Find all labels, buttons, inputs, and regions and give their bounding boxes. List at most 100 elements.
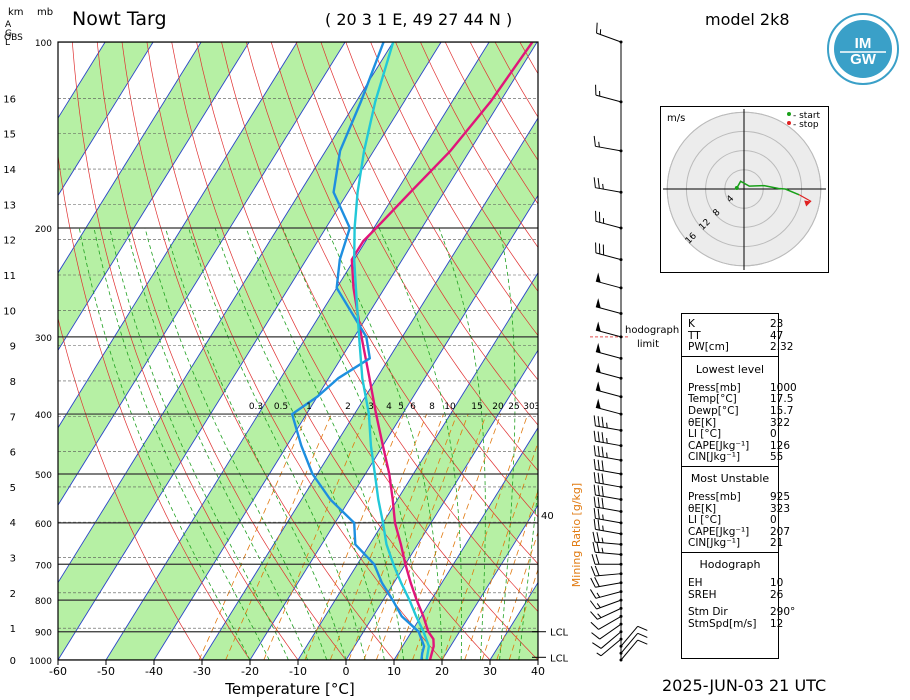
index-row: CAPE[Jkg⁻¹] 207 [688,526,790,538]
dry-adiabat [345,42,538,381]
height-tick-label: 10 [3,306,16,317]
moist-adiabat [378,227,462,660]
index-value: 47 [770,329,784,342]
index-label: Temp[°C] [688,393,737,406]
height-tick-label: 5 [10,483,16,494]
index-row: θE[K] 323 [688,503,790,515]
wind-barb [593,518,623,536]
mixing-ratio-line [412,413,502,660]
dry-adiabat [96,42,347,660]
isotherm-line [58,42,442,660]
index-label: Press[mb] [688,491,741,503]
index-row: TT 47 [688,330,783,342]
index-row: LI [°C] 0 [688,514,777,526]
height-tick-label: 15 [3,130,16,141]
wind-barb [590,565,623,577]
hodo-arrow [804,200,812,207]
dry-adiabat [245,42,538,565]
plot-area: 0.3 0.5 1 2 3 4 5 6 8 10 15 20 25 30 35 [58,42,538,660]
wind-barb [593,415,623,432]
index-separator [682,355,778,357]
wind-barb [619,639,648,662]
index-value: 207 [770,525,791,538]
index-value: 925 [770,491,791,503]
isotherm-line [201,117,538,660]
index-label: LI [°C] [688,428,722,441]
moist-adiabat [326,227,443,660]
x-tick-label: -30 [193,665,211,678]
dry-adiabat [320,42,538,426]
mixing-ratio-label: 8 [429,402,435,412]
pressure-tick-label: 500 [35,471,52,481]
wind-barb [592,531,623,546]
hodograph-panel: 4 8 12 16 m/s - start - stop [660,106,829,273]
index-row: CIN[Jkg⁻¹] 21 [688,537,783,549]
x-tick-label: 40 [531,665,545,678]
dry-adiabat [58,153,251,660]
lcl-label: LCL [550,653,569,664]
isotherm-line [58,42,250,352]
mb-label: mb [37,7,53,18]
wind-barb [595,398,623,416]
index-value: 21 [770,537,784,550]
isotherm-line [249,194,538,660]
mixing-ratio-label: 1 [306,402,312,412]
mixing-ratio-line [198,413,308,660]
wind-barb [590,577,623,588]
wind-barb [593,459,623,476]
mixing-ratio-line [442,413,529,660]
wind-barb [619,625,648,648]
dry-adiabat [270,42,538,518]
hodo-stop-legend: - stop [793,120,819,130]
wind-barb [619,632,648,655]
dry-adiabat [295,42,538,472]
imgw-logo: IM GW [827,13,899,85]
index-label: SREH [688,588,717,601]
isotherm-line [58,42,394,584]
agl-label: G [5,29,12,39]
index-section-title: Hodograph [699,558,761,571]
index-row: Press[mb] 925 [688,491,790,503]
dry-adiabat [58,316,203,660]
moist-adiabat [499,227,516,660]
isotherm-band [106,42,538,660]
index-section-title: Lowest level [695,362,765,376]
height-tick-label: 6 [10,448,16,459]
index-value: 323 [770,502,791,515]
hodo-stop-marker [787,121,791,125]
wind-barb [593,135,623,153]
hodo-trace [736,180,800,196]
wind-barb [591,554,623,566]
mixing-ratio-line [464,441,538,660]
wind-barb [595,272,623,290]
x-tick-label: 20 [435,665,449,678]
index-value: 1000 [770,381,797,394]
hodo-start-point [734,186,739,191]
model-label: model 2k8 [705,10,790,29]
height-tick-label: 7 [10,412,16,423]
agl-label: L [5,38,10,48]
mixing-ratio-label: 10 [444,402,456,412]
index-row: PW[cm] 2.32 [688,341,793,353]
wind-barb [590,606,623,620]
x-tick-label: -20 [241,665,259,678]
index-value: 15.7 [770,405,794,417]
index-section-title: Most Unstable [690,472,770,485]
x-tick-label: 0 [343,665,350,678]
x-tick-label: -50 [97,665,115,678]
index-row: LI [°C] 0 [688,428,777,441]
x-tick-label: -10 [289,665,307,678]
wind-barb [593,430,623,448]
mixing-ratio-label: 4 [386,402,392,412]
isotherm-line [105,42,490,660]
wind-barb [596,22,623,44]
height-tick-label: 11 [3,271,16,282]
mixing-ratio-label: 30 [523,402,535,412]
pressure-tick-label: 1000 [29,657,52,667]
index-row: θE[K] 322 [688,417,790,429]
indices-panel: K 23 TT 47 PW[cm] 2.32 Lowest level Press[mb] 10… [681,313,797,659]
mixing-ratio-label: 0.3 [249,402,263,412]
mixing-ratio-line [363,413,458,660]
